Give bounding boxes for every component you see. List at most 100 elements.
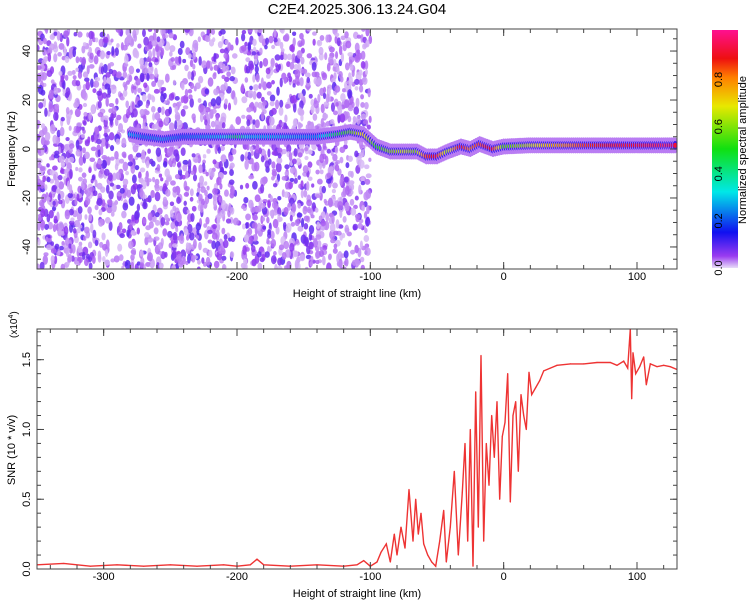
noise-speckle [305, 124, 310, 130]
noise-speckle [87, 206, 92, 215]
noise-speckle [115, 29, 122, 33]
noise-speckle [249, 146, 254, 152]
noise-speckle [218, 61, 224, 69]
noise-speckle [100, 138, 107, 147]
noise-speckle [180, 147, 186, 156]
noise-speckle [115, 98, 119, 105]
noise-speckle [269, 100, 275, 107]
noise-speckle [53, 41, 58, 50]
noise-speckle [41, 193, 47, 204]
noise-speckle [253, 84, 259, 91]
snr-point [389, 561, 391, 563]
noise-speckle [326, 148, 331, 154]
noise-speckle [324, 52, 328, 61]
noise-speckle [75, 260, 80, 267]
noise-speckle [213, 52, 217, 63]
noise-speckle [131, 101, 135, 111]
noise-speckle [360, 113, 367, 120]
noise-speckle [146, 73, 150, 82]
noise-speckle [221, 74, 226, 80]
noise-speckle [279, 77, 283, 88]
noise-speckle [303, 189, 308, 198]
noise-speckle [50, 79, 55, 84]
noise-speckle [184, 29, 190, 33]
noise-speckle [187, 71, 192, 80]
snr-point [427, 554, 429, 556]
noise-speckle [292, 118, 298, 128]
snr-line [37, 329, 677, 568]
noise-speckle [218, 160, 223, 170]
noise-speckle [337, 114, 341, 124]
noise-speckle [106, 206, 113, 214]
noise-speckle [340, 52, 345, 63]
noise-speckle [154, 212, 160, 218]
noise-speckle [208, 249, 213, 258]
noise-speckle [168, 122, 175, 132]
noise-speckle [148, 73, 155, 80]
noise-speckle [219, 145, 225, 152]
noise-speckle [179, 40, 185, 49]
noise-speckle [151, 95, 156, 103]
noise-speckle [92, 190, 98, 197]
noise-speckle [288, 151, 293, 162]
noise-speckle [204, 35, 211, 43]
noise-speckle [54, 243, 60, 250]
noise-speckle [339, 113, 346, 123]
noise-speckle [297, 152, 303, 158]
noise-speckle [152, 32, 157, 42]
noise-speckle [69, 247, 73, 254]
noise-speckle [212, 224, 217, 230]
noise-speckle [154, 219, 160, 226]
noise-speckle [365, 173, 372, 179]
noise-speckle [111, 202, 117, 213]
noise-speckle [264, 44, 268, 50]
noise-speckle [300, 180, 304, 189]
snr-point [356, 564, 358, 566]
noise-speckle [154, 67, 158, 78]
noise-speckle [139, 167, 146, 173]
snr-point [635, 373, 637, 375]
noise-speckle [133, 211, 139, 221]
noise-speckle [307, 176, 313, 181]
noise-speckle [294, 219, 300, 227]
noise-speckle [120, 96, 125, 101]
noise-speckle [91, 255, 96, 265]
noise-speckle [63, 30, 69, 38]
noise-speckle [337, 201, 344, 211]
noise-speckle [209, 39, 215, 47]
noise-speckle [195, 222, 202, 231]
noise-speckle [154, 184, 160, 192]
noise-speckle [46, 176, 51, 183]
noise-speckle [88, 112, 92, 121]
noise-speckle [241, 96, 248, 104]
noise-speckle [87, 241, 93, 249]
noise-speckle [332, 248, 338, 254]
noise-speckle [132, 108, 138, 118]
noise-speckle [350, 249, 356, 255]
noise-speckle [91, 174, 96, 181]
snr-point [528, 371, 530, 373]
noise-speckle [204, 119, 208, 126]
noise-speckle [276, 265, 283, 269]
noise-speckle [77, 224, 83, 229]
noise-speckle [199, 175, 204, 185]
noise-speckle [304, 266, 309, 269]
noise-speckle [329, 118, 335, 125]
noise-speckle [144, 61, 148, 68]
noise-speckle [342, 88, 346, 93]
noise-speckle [76, 193, 80, 202]
noise-speckle [115, 184, 121, 190]
snr-point [63, 562, 65, 565]
y-tick-label: 20 [21, 94, 33, 106]
noise-speckle [108, 68, 114, 75]
noise-speckle [156, 36, 161, 43]
noise-speckle [308, 225, 315, 235]
noise-speckle [56, 129, 61, 138]
noise-speckle [141, 158, 146, 164]
noise-speckle [153, 29, 160, 34]
noise-speckle [281, 252, 287, 260]
noise-speckle [121, 228, 127, 234]
noise-speckle [363, 234, 370, 243]
noise-speckle [60, 263, 65, 269]
noise-speckle [280, 48, 285, 53]
